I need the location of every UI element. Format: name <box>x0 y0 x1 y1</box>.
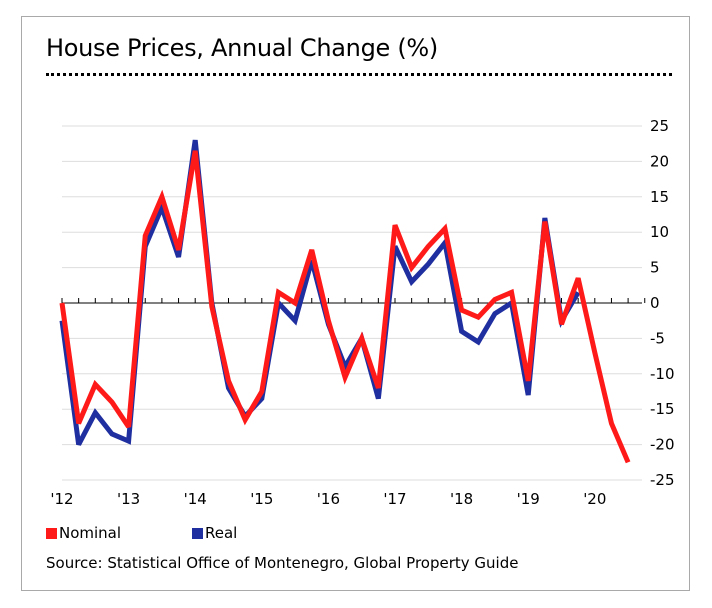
legend-swatch-real <box>192 528 203 539</box>
y-tick-label: 0 <box>650 294 660 312</box>
y-tick-label: 5 <box>650 259 660 277</box>
legend-swatch-nominal <box>46 528 57 539</box>
x-tick-label: '19 <box>517 490 540 508</box>
y-tick-label: -25 <box>650 471 675 489</box>
x-tick-label: '18 <box>450 490 473 508</box>
y-tick-label: -20 <box>650 436 675 454</box>
legend-label-nominal: Nominal <box>59 524 122 542</box>
x-tick-label: '15 <box>250 490 273 508</box>
y-tick-label: -5 <box>650 329 665 347</box>
legend-label-real: Real <box>205 524 238 542</box>
y-tick-label: 20 <box>650 152 669 170</box>
y-tick-label: 25 <box>650 117 669 135</box>
legend-item-real: Real <box>192 524 237 542</box>
y-tick-label: -15 <box>650 400 675 418</box>
legend-item-nominal: Nominal <box>46 524 121 542</box>
x-tick-label: '13 <box>117 490 140 508</box>
x-tick-label: '14 <box>184 490 207 508</box>
series-line-nominal <box>59 150 631 464</box>
x-tick-label: '12 <box>50 490 73 508</box>
x-tick-label: '16 <box>317 490 340 508</box>
y-tick-label: 15 <box>650 188 669 206</box>
x-tick-label: '17 <box>383 490 406 508</box>
source-note: Source: Statistical Office of Montenegro… <box>46 554 519 572</box>
y-tick-label: -10 <box>650 365 675 383</box>
title-divider <box>46 73 672 76</box>
y-tick-label: 10 <box>650 223 669 241</box>
x-tick-label: '20 <box>583 490 606 508</box>
chart-title: House Prices, Annual Change (%) <box>46 34 438 62</box>
